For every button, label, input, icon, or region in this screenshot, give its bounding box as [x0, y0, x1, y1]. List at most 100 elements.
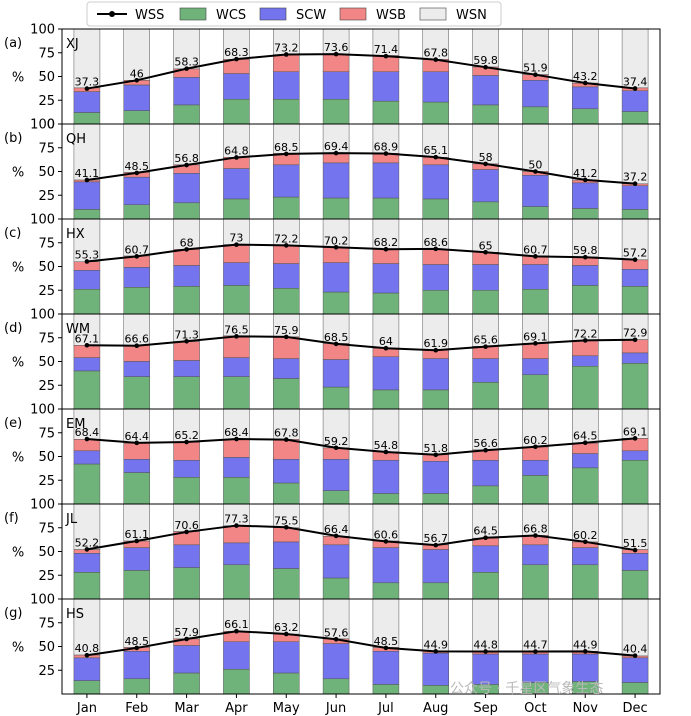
bar-wcs-em-nov — [572, 467, 599, 505]
bar-wcs-xj-jul — [372, 100, 400, 125]
bar-wsn-em-aug — [422, 408, 449, 455]
bar-scw-wm-oct — [522, 358, 549, 376]
bar-scw-wm-nov — [572, 355, 599, 367]
bar-scw-hs-dec — [621, 657, 649, 683]
wss-value-label: 44.8 — [473, 638, 498, 651]
bar-scw-qh-aug — [422, 164, 449, 200]
wss-value-label: 70.2 — [324, 234, 349, 247]
wss-point-em-apr — [234, 436, 239, 442]
panel-tag: (f) — [4, 511, 19, 526]
bar-wsn-em-dec — [621, 408, 649, 439]
bar-wsb-hx-mar — [173, 249, 200, 266]
bar-wsb-hx-aug — [422, 249, 449, 265]
wss-point-wm-feb — [134, 343, 140, 349]
bar-wcs-jl-mar — [173, 567, 200, 600]
legend-label-wsb: WSB — [376, 8, 406, 23]
wss-value-label: 50 — [528, 159, 542, 172]
wss-value-label: 44.7 — [523, 639, 548, 652]
wss-value-label: 61.9 — [424, 337, 449, 350]
bar-scw-hx-mar — [173, 265, 200, 287]
bar-scw-wm-sep — [472, 358, 499, 383]
bar-wcs-xj-sep — [472, 104, 499, 125]
bar-wsn-em-jan — [73, 408, 101, 440]
bar-wsn-hx-apr — [223, 218, 250, 245]
bar-wsn-xj-oct — [522, 28, 549, 75]
bar-wsb-jl-may — [273, 527, 300, 543]
bar-scw-hs-apr — [223, 641, 250, 670]
bar-scw-jl-mar — [173, 544, 200, 568]
wss-value-label: 68.2 — [374, 236, 399, 249]
wss-value-label: 56.7 — [424, 532, 449, 545]
panel-tag: (d) — [4, 321, 22, 336]
bar-wcs-hx-jul — [372, 292, 400, 315]
wss-value-label: 67.8 — [274, 427, 299, 440]
bar-wcs-wm-sep — [472, 382, 499, 410]
bar-wsn-xj-aug — [422, 28, 449, 60]
y-axis-label: % — [12, 71, 24, 86]
wss-value-label: 76.5 — [224, 323, 249, 336]
wss-value-label: 68.5 — [324, 331, 349, 344]
bar-wcs-hx-oct — [522, 289, 549, 315]
bar-scw-xj-may — [273, 71, 300, 100]
bar-wsn-wm-sep — [472, 313, 499, 347]
bar-wsn-hs-oct — [522, 598, 549, 652]
panel-frame — [61, 408, 661, 505]
bar-scw-hx-oct — [522, 264, 549, 290]
wss-point-qh-jan — [84, 177, 90, 183]
wss-value-label: 68.4 — [224, 426, 249, 439]
panel-region-name: WM — [66, 322, 90, 337]
panel-region-name: XJ — [66, 37, 79, 52]
bar-wcs-xj-dec — [621, 111, 649, 125]
bar-wsn-wm-jul — [372, 313, 400, 349]
bar-wcs-hs-feb — [123, 678, 150, 695]
wss-point-xj-apr — [234, 56, 239, 62]
bar-scw-xj-jun — [322, 71, 350, 100]
panel-frame — [61, 313, 661, 410]
wss-point-qh-mar — [184, 162, 189, 168]
panel-region-name: EM — [66, 417, 85, 432]
bar-scw-xj-apr — [223, 73, 250, 100]
bar-scw-qh-jul — [372, 162, 400, 199]
wss-point-hx-jun — [333, 245, 339, 250]
wss-point-qh-may — [283, 151, 289, 157]
wss-point-em-jun — [333, 445, 339, 451]
wss-point-wm-nov — [582, 338, 588, 343]
wss-value-label: 51.9 — [523, 62, 548, 75]
bar-wcs-em-oct — [522, 475, 549, 505]
wss-value-label: 59.2 — [324, 435, 349, 448]
wss-value-label: 66.6 — [125, 333, 150, 346]
bar-wsb-wm-nov — [572, 340, 599, 357]
wss-point-jl-nov — [582, 539, 588, 545]
wss-point-hx-oct — [533, 254, 538, 259]
wss-line-qh — [86, 152, 636, 185]
bar-wcs-em-mar — [173, 477, 200, 505]
wss-point-em-dec — [632, 436, 638, 441]
wss-point-em-sep — [483, 447, 488, 453]
bar-scw-hx-aug — [422, 264, 449, 291]
bar-wsn-hs-sep — [472, 598, 499, 652]
wss-value-label: 60.2 — [523, 434, 548, 447]
wss-value-label: 37.2 — [623, 171, 648, 184]
bar-wsn-hs-nov — [572, 598, 599, 652]
bar-wcs-em-aug — [422, 493, 449, 505]
bar-wsn-wm-jun — [322, 313, 350, 344]
bar-wcs-jl-sep — [472, 572, 499, 600]
wss-value-label: 68.4 — [75, 426, 100, 439]
wss-point-jl-apr — [234, 523, 239, 528]
y-axis-label: % — [12, 261, 24, 276]
wss-point-qh-oct — [533, 169, 538, 174]
wss-value-label: 69.1 — [523, 330, 548, 343]
wss-point-hx-jul — [383, 246, 389, 252]
bar-wcs-wm-may — [273, 378, 300, 410]
wss-value-label: 60.7 — [125, 243, 150, 256]
bar-wsb-hx-jul — [372, 249, 400, 264]
panel-tag: (g) — [4, 606, 22, 621]
bar-wcs-hx-aug — [422, 290, 449, 315]
bar-wsn-jl-dec — [621, 503, 649, 550]
bar-scw-em-nov — [572, 453, 599, 469]
bar-wsb-hx-apr — [223, 244, 250, 263]
wss-point-qh-feb — [134, 170, 140, 176]
bar-scw-jl-jul — [372, 547, 400, 584]
wss-value-label: 57.6 — [324, 626, 349, 639]
